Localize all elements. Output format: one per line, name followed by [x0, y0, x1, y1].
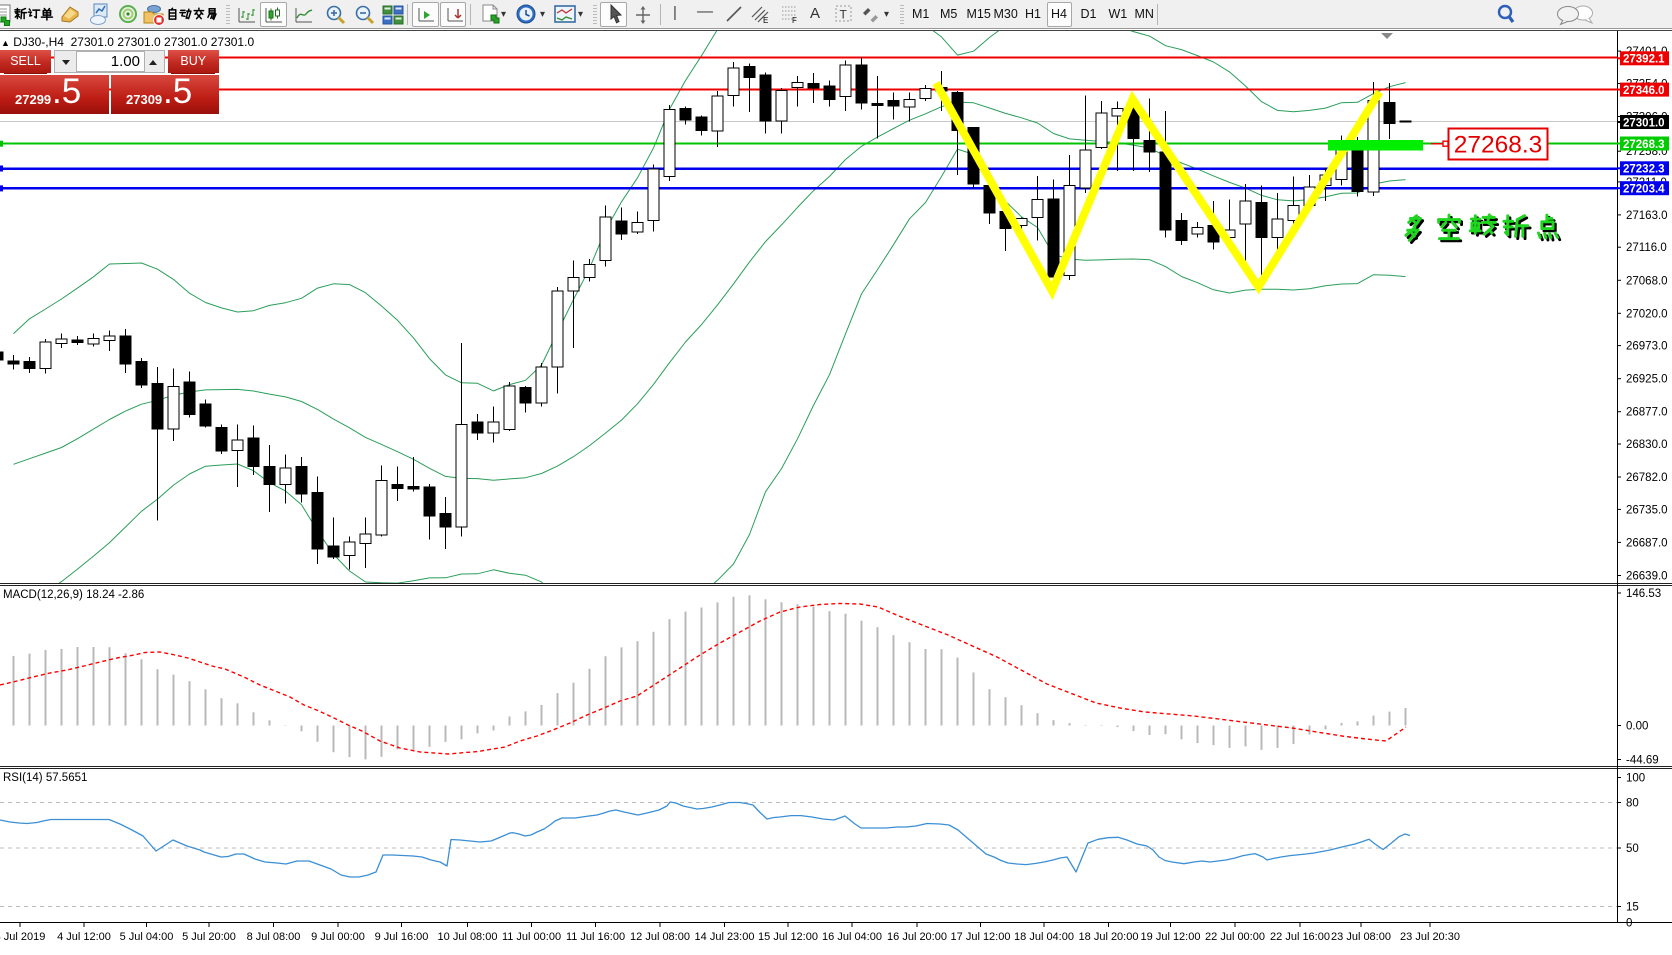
- svg-text:26877.0: 26877.0: [1626, 407, 1668, 419]
- svg-text:0.00: 0.00: [1626, 721, 1648, 733]
- svg-text:27268.3: 27268.3: [1623, 139, 1665, 151]
- svg-text:-44.69: -44.69: [1626, 755, 1659, 767]
- svg-text:11 Jul 00:00: 11 Jul 00:00: [502, 931, 561, 943]
- svg-text:27203.4: 27203.4: [1623, 184, 1665, 196]
- svg-text:27301.0: 27301.0: [1623, 117, 1665, 129]
- svg-text:18 Jul 04:00: 18 Jul 04:00: [1014, 931, 1074, 943]
- svg-text:18 Jul 20:00: 18 Jul 20:00: [1079, 931, 1139, 943]
- svg-text:27020.0: 27020.0: [1626, 308, 1668, 320]
- svg-text:22 Jul 16:00: 22 Jul 16:00: [1270, 931, 1330, 943]
- svg-text:26973.0: 26973.0: [1626, 341, 1668, 353]
- svg-text:5 Jul 20:00: 5 Jul 20:00: [182, 931, 236, 943]
- svg-text:F: F: [792, 16, 797, 25]
- svg-text:5 Jul 04:00: 5 Jul 04:00: [120, 931, 174, 943]
- svg-text:26639.0: 26639.0: [1626, 571, 1668, 583]
- svg-text:RSI(14) 57.5651: RSI(14) 57.5651: [3, 772, 87, 784]
- svg-text:26687.0: 26687.0: [1626, 537, 1668, 549]
- svg-text:T: T: [840, 8, 848, 22]
- svg-text:11 Jul 16:00: 11 Jul 16:00: [566, 931, 625, 943]
- svg-text:27163.0: 27163.0: [1626, 210, 1668, 222]
- svg-text:27232.3: 27232.3: [1623, 164, 1665, 176]
- svg-text:22 Jul 00:00: 22 Jul 00:00: [1205, 931, 1265, 943]
- svg-text:10 Jul 08:00: 10 Jul 08:00: [438, 931, 498, 943]
- svg-text:23 Jul 20:30: 23 Jul 20:30: [1400, 931, 1460, 943]
- svg-text:27392.1: 27392.1: [1623, 54, 1665, 66]
- svg-text:50: 50: [1626, 843, 1639, 855]
- svg-text:17 Jul 12:00: 17 Jul 12:00: [951, 931, 1011, 943]
- svg-text:16 Jul 04:00: 16 Jul 04:00: [822, 931, 882, 943]
- svg-text:MACD(12,26,9) 18.24 -2.86: MACD(12,26,9) 18.24 -2.86: [3, 589, 144, 601]
- svg-text:15 Jul 12:00: 15 Jul 12:00: [758, 931, 818, 943]
- svg-text:27268.3: 27268.3: [1454, 132, 1543, 159]
- svg-text:14 Jul 23:00: 14 Jul 23:00: [695, 931, 755, 943]
- svg-text:27346.0: 27346.0: [1623, 85, 1665, 97]
- svg-text:E: E: [763, 16, 768, 25]
- svg-text:26830.0: 26830.0: [1626, 439, 1668, 451]
- svg-text:4 Jul 12:00: 4 Jul 12:00: [57, 931, 111, 943]
- svg-text:26925.0: 26925.0: [1626, 374, 1668, 386]
- svg-text:26782.0: 26782.0: [1626, 472, 1668, 484]
- svg-text:27116.0: 27116.0: [1626, 242, 1667, 254]
- svg-text:3 Jul 2019: 3 Jul 2019: [0, 931, 45, 943]
- svg-text:15: 15: [1626, 902, 1639, 914]
- svg-text:12 Jul 08:00: 12 Jul 08:00: [630, 931, 690, 943]
- svg-text:26735.0: 26735.0: [1626, 504, 1668, 516]
- svg-text:23 Jul 08:00: 23 Jul 08:00: [1331, 931, 1391, 943]
- svg-text:27068.0: 27068.0: [1626, 275, 1668, 287]
- svg-text:0: 0: [1626, 918, 1632, 930]
- svg-text:100: 100: [1626, 773, 1645, 785]
- svg-text:80: 80: [1626, 798, 1639, 810]
- svg-text:16 Jul 20:00: 16 Jul 20:00: [887, 931, 947, 943]
- svg-text:9 Jul 00:00: 9 Jul 00:00: [311, 931, 365, 943]
- svg-text:146.53: 146.53: [1626, 588, 1661, 600]
- svg-text:8 Jul 08:00: 8 Jul 08:00: [247, 931, 301, 943]
- svg-text:19 Jul 12:00: 19 Jul 12:00: [1141, 931, 1201, 943]
- svg-text:9 Jul 16:00: 9 Jul 16:00: [375, 931, 429, 943]
